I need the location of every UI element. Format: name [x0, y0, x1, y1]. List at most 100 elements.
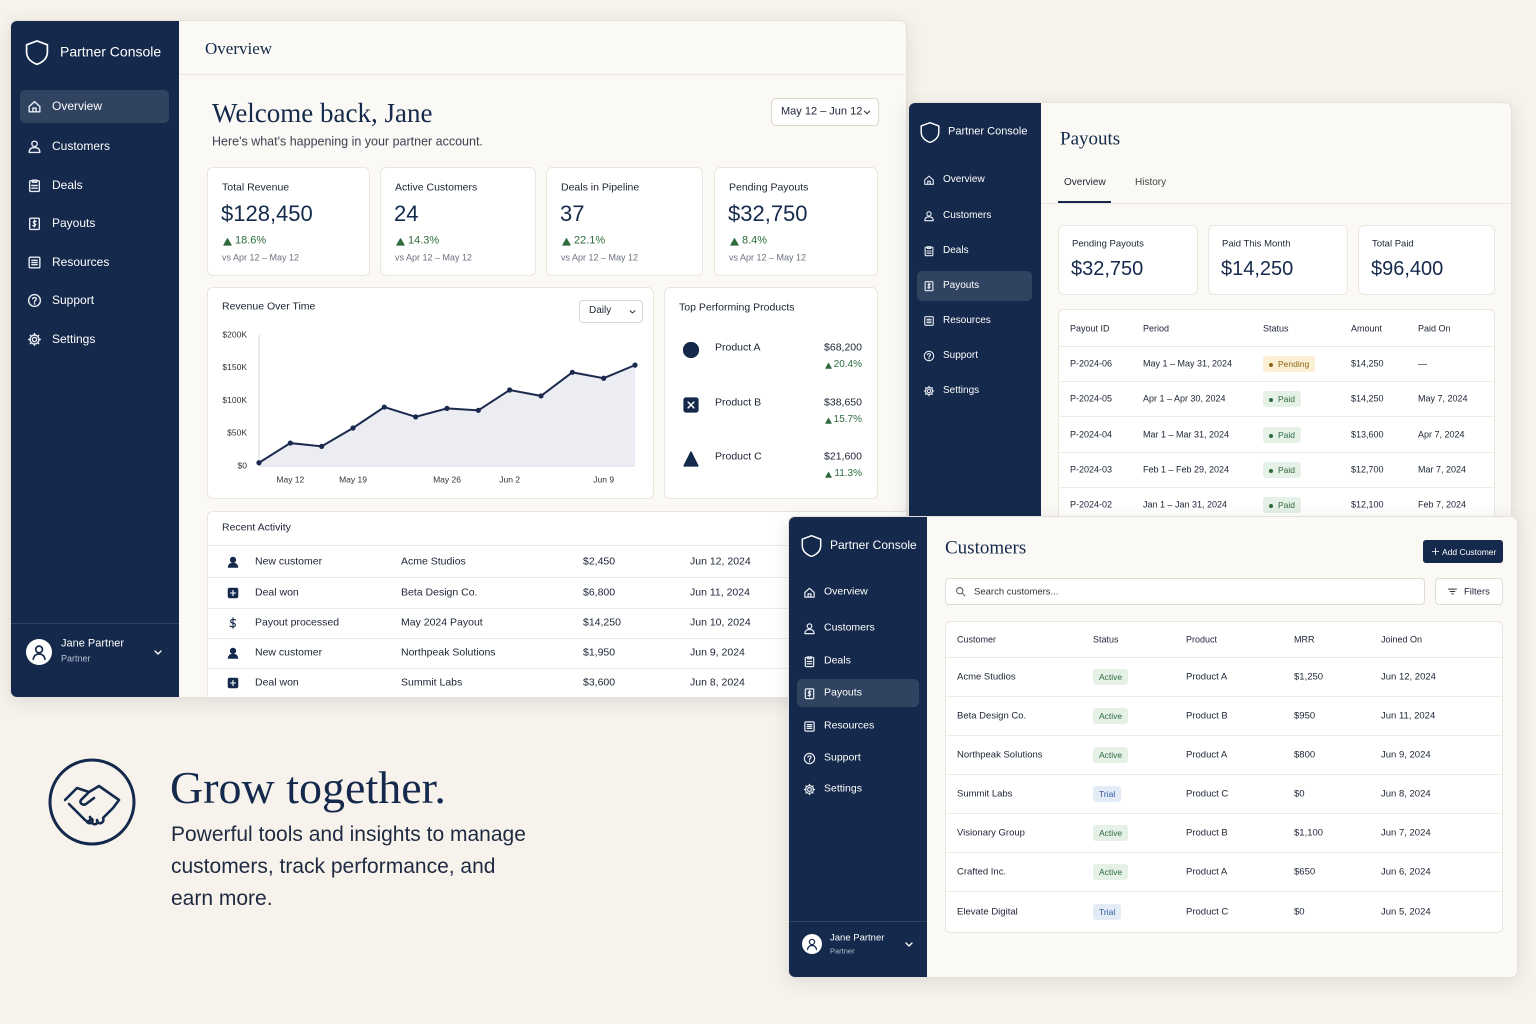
- kpi-compare: vs Apr 12 – May 12: [222, 252, 300, 263]
- column-header: Payout ID: [1070, 323, 1110, 334]
- cell: Feb 7, 2024: [1418, 499, 1467, 510]
- nav-item[interactable]: Deals: [824, 654, 851, 667]
- status-text: Active: [1099, 750, 1123, 760]
- row-divider: [945, 735, 1503, 736]
- nav-active: [917, 271, 1032, 301]
- nav-icon: [28, 178, 40, 192]
- kpi-compare: vs Apr 12 – May 12: [561, 252, 639, 263]
- cell: Product B: [1186, 710, 1228, 722]
- product-change: 15.7%: [833, 414, 862, 425]
- status-pill: Trial: [1093, 786, 1122, 802]
- cell: $14,250: [1351, 358, 1384, 369]
- nav-item[interactable]: Settings: [824, 782, 862, 795]
- product-change: 11.3%: [834, 468, 862, 479]
- activity-item: Northpeak Solutions: [401, 646, 496, 659]
- page-header: Overview: [205, 38, 273, 58]
- nav-item[interactable]: Payouts: [943, 280, 980, 291]
- status-pill: Paid: [1263, 462, 1302, 478]
- stat-value: $96,400: [1371, 258, 1444, 280]
- nav-item[interactable]: Support: [943, 350, 979, 361]
- row-divider: [1058, 487, 1495, 488]
- nav-item[interactable]: Customers: [943, 210, 992, 221]
- search-box[interactable]: [945, 578, 1425, 605]
- brand-name: Partner Console: [830, 537, 917, 552]
- nav-item[interactable]: Overview: [52, 98, 103, 113]
- products-title: Top Performing Products: [679, 301, 795, 314]
- cell: Mar 7, 2024: [1418, 464, 1467, 475]
- row-divider: [945, 852, 1503, 853]
- filters-button[interactable]: [1435, 578, 1503, 605]
- interval-select[interactable]: [579, 300, 643, 323]
- kpi-change: 14.3%: [408, 234, 440, 247]
- row-divider: [207, 638, 906, 639]
- nav-item[interactable]: Settings: [52, 331, 96, 346]
- add-customer-button[interactable]: [1423, 540, 1503, 563]
- nav-item[interactable]: Deals: [943, 245, 969, 256]
- nav-item[interactable]: Resources: [824, 719, 875, 732]
- cell: Elevate Digital: [957, 906, 1018, 918]
- nav-icon: [924, 175, 934, 185]
- activity-icon: [227, 647, 239, 659]
- column-header: Product: [1186, 634, 1218, 645]
- nav-icon: [804, 655, 814, 667]
- nav-item[interactable]: Support: [824, 751, 861, 764]
- nav-icon: [924, 246, 934, 257]
- up-arrow: [222, 237, 232, 246]
- kpi-value: $128,450: [221, 200, 313, 226]
- nav-item[interactable]: Resources: [52, 254, 110, 269]
- cell: Product A: [1186, 866, 1228, 878]
- status-pill: Active: [1093, 825, 1129, 841]
- nav-item[interactable]: Payouts: [824, 686, 862, 699]
- cell: P-2024-02: [1070, 499, 1113, 510]
- plus-icon: [1431, 547, 1439, 556]
- stat-value: $32,750: [1071, 258, 1144, 280]
- status-text: Paid: [1278, 394, 1296, 404]
- product-name: Product B: [715, 396, 762, 409]
- row-divider: [945, 813, 1503, 814]
- nav-item[interactable]: Overview: [824, 585, 868, 598]
- column-header: Paid On: [1418, 323, 1451, 334]
- user-name: Jane Partner: [61, 637, 124, 650]
- page-header: Customers: [945, 537, 1027, 559]
- cell: Acme Studios: [957, 671, 1016, 683]
- status-dot: [1269, 397, 1273, 402]
- nav-item[interactable]: Resources: [943, 315, 991, 326]
- column-header: Customer: [957, 634, 997, 645]
- date-range-picker[interactable]: [771, 98, 879, 126]
- cell: Jun 6, 2024: [1381, 866, 1431, 878]
- kpi-card: [714, 167, 878, 276]
- tab[interactable]: Overview: [1064, 177, 1106, 188]
- kpi-compare: vs Apr 12 – May 12: [395, 252, 473, 263]
- status-text: Active: [1099, 828, 1123, 838]
- cell: Jun 7, 2024: [1381, 827, 1431, 839]
- nav-item[interactable]: Deals: [52, 177, 83, 192]
- cell: May 7, 2024: [1418, 393, 1468, 404]
- cell: Jun 12, 2024: [1381, 671, 1436, 683]
- nav-item[interactable]: Overview: [943, 174, 985, 185]
- nav-item[interactable]: Support: [52, 292, 95, 307]
- activity-amount: $14,250: [583, 616, 621, 629]
- nav-item[interactable]: Customers: [824, 621, 875, 634]
- product-name: Product A: [715, 341, 761, 354]
- cell: Northpeak Solutions: [957, 749, 1043, 761]
- nav-item[interactable]: Customers: [52, 138, 111, 153]
- nav-item[interactable]: Settings: [943, 385, 980, 396]
- product-change: 20.4%: [833, 359, 862, 370]
- nav-icon: [27, 293, 41, 307]
- row-divider: [945, 774, 1503, 775]
- kpi-value: 24: [394, 200, 419, 226]
- status-dot: [1269, 362, 1273, 367]
- brand-name: Partner Console: [948, 125, 1028, 138]
- tab-bar: [1041, 203, 1511, 204]
- user-menu: [905, 942, 913, 947]
- cell: Jun 11, 2024: [1381, 710, 1436, 722]
- cell: $14,250: [1351, 393, 1384, 404]
- nav-item[interactable]: Payouts: [52, 215, 96, 230]
- status-text: Trial: [1099, 789, 1116, 799]
- tab[interactable]: History: [1135, 177, 1167, 188]
- sidebar-divider: [789, 921, 927, 922]
- activity-date: Jun 11, 2024: [690, 586, 750, 599]
- stat-label: Pending Payouts: [1072, 238, 1144, 250]
- welcome-intro: Here's what's happening in your partner …: [212, 134, 483, 149]
- stat-card: [1058, 225, 1198, 295]
